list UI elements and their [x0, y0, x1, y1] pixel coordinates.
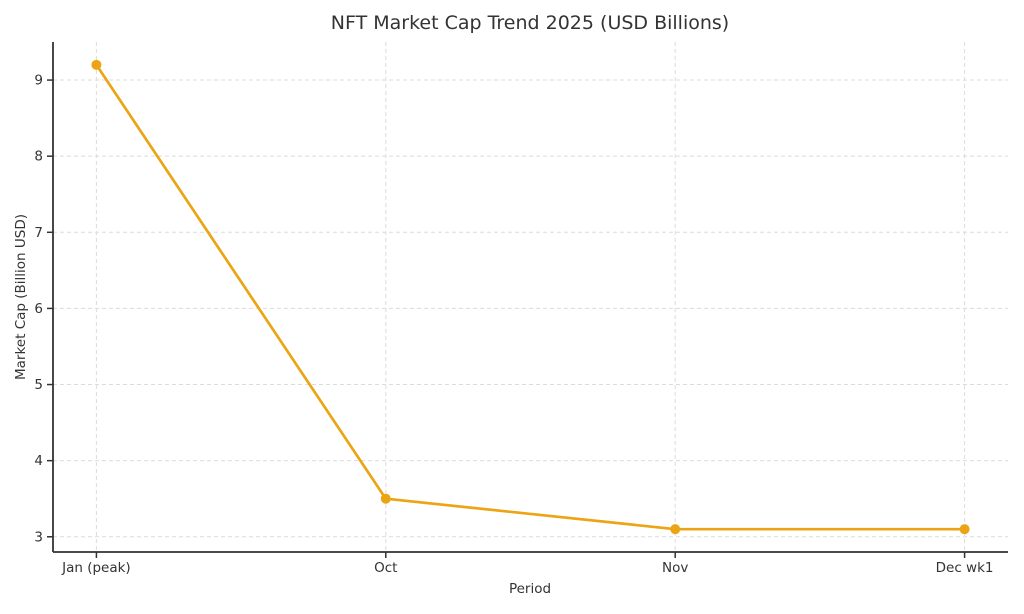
y-axis-label: Market Cap (Billion USD) [13, 214, 29, 380]
market-cap-line [95, 63, 966, 531]
y-tick-label: 8 [34, 149, 43, 165]
data-point-marker [670, 524, 681, 535]
data-point-marker [959, 524, 970, 535]
y-tick-label: 7 [34, 225, 43, 241]
y-tick-label: 5 [34, 377, 43, 393]
chart-title: NFT Market Cap Trend 2025 (USD Billions) [331, 12, 729, 34]
axis-ticks: 3 4 5 6 7 8 9 Jan (peak) Oct Nov Dec wk1 [34, 73, 993, 576]
x-tick-label: Oct [374, 560, 397, 576]
y-tick-label: 6 [34, 301, 43, 317]
x-axis-label: Period [509, 581, 551, 597]
y-tick-label: 3 [34, 529, 43, 545]
x-tick-label: Nov [662, 560, 688, 576]
x-tick-label: Jan (peak) [61, 560, 131, 576]
data-point-marker [380, 493, 391, 504]
data-series [91, 59, 970, 535]
y-tick-label: 9 [34, 73, 43, 89]
gridlines [53, 42, 1008, 552]
x-tick-label: Dec wk1 [936, 560, 994, 576]
y-tick-label: 4 [34, 453, 43, 469]
axes-spines [52, 42, 1008, 553]
data-point-marker [91, 59, 102, 70]
